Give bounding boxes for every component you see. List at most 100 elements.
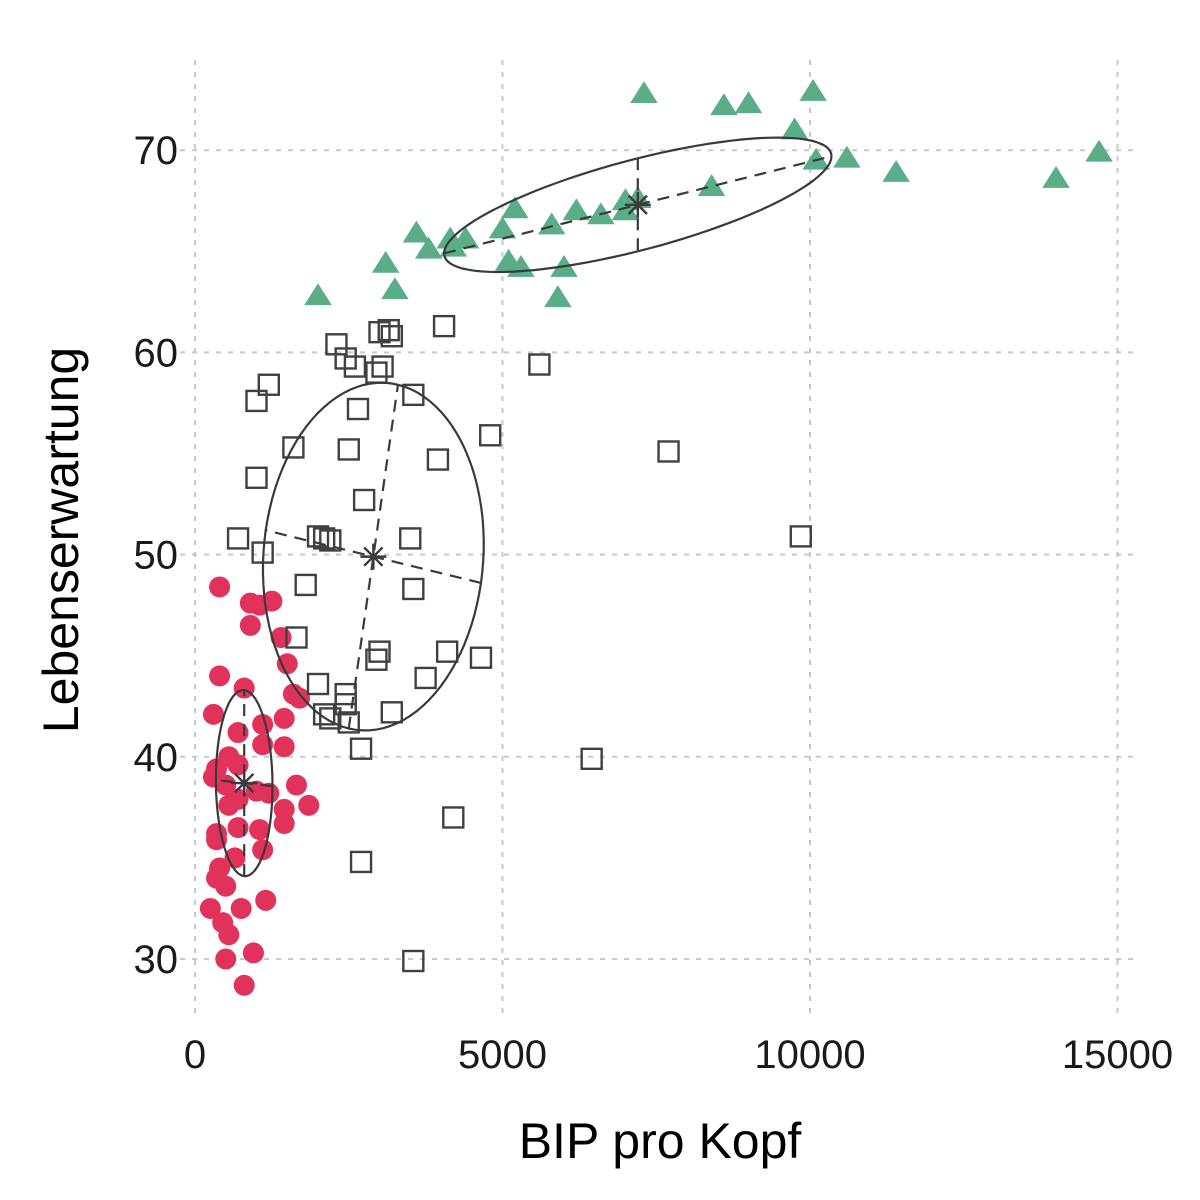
data-point-square xyxy=(368,320,391,344)
data-point-square xyxy=(337,438,360,461)
data-point-square xyxy=(319,529,342,552)
data-point-triangle xyxy=(494,248,523,271)
group-ellipses xyxy=(214,136,833,878)
series-triangle xyxy=(304,79,1113,308)
y-tick-label: 30 xyxy=(134,938,179,982)
data-point-square xyxy=(399,527,422,550)
data-point-triangle xyxy=(611,198,640,221)
data-point-square xyxy=(368,640,391,663)
data-point-circle xyxy=(218,924,240,946)
series-circle xyxy=(199,576,320,996)
data-point-circle xyxy=(252,839,274,861)
ellipse-overlay xyxy=(442,136,833,274)
centroid-stroke xyxy=(363,546,384,567)
data-point-circle xyxy=(209,665,231,687)
data-point-square xyxy=(365,361,388,384)
data-point-circle xyxy=(230,897,252,919)
y-tick-label: 70 xyxy=(134,129,179,173)
data-point-circle xyxy=(239,614,261,636)
data-point-square xyxy=(226,527,250,550)
data-point-triangle xyxy=(488,216,517,239)
data-point-triangle xyxy=(802,147,830,170)
data-point-square xyxy=(528,353,551,376)
data-point-square xyxy=(426,448,450,471)
data-point-triangle xyxy=(414,236,443,259)
x-axis-title: BIP pro Kopf xyxy=(519,1113,802,1169)
data-point-circle xyxy=(227,817,249,839)
ellipse-axis xyxy=(347,384,400,729)
data-point-square xyxy=(319,707,342,730)
data-point-circle xyxy=(249,819,271,841)
data-point-triangle xyxy=(501,196,529,219)
data-point-square xyxy=(414,666,437,690)
x-tick-label: 15000 xyxy=(1062,1033,1173,1077)
y-tick-label: 60 xyxy=(134,331,179,375)
data-point-triangle xyxy=(562,198,591,221)
confidence-ellipse xyxy=(214,688,274,878)
data-point-triangle xyxy=(402,220,431,243)
ellipse-axis xyxy=(443,155,832,255)
data-point-square xyxy=(294,573,317,597)
data-point-square xyxy=(245,389,268,413)
data-point-circle xyxy=(209,576,231,598)
data-point-square xyxy=(380,701,403,724)
x-tick-labels: 0 5000 10000 15000 xyxy=(184,1033,1173,1077)
data-point-triangle xyxy=(734,91,763,114)
data-point-circle xyxy=(215,948,237,970)
data-point-square xyxy=(337,711,360,734)
centroid-marker xyxy=(360,543,387,570)
data-point-circle xyxy=(199,897,221,919)
data-point-square xyxy=(402,949,425,973)
data-point-square xyxy=(346,397,370,421)
data-point-square xyxy=(306,525,330,548)
data-point-triangle xyxy=(882,159,910,182)
series-square xyxy=(226,314,812,973)
data-point-square xyxy=(469,646,493,669)
data-point-circle xyxy=(202,766,224,788)
data-point-square xyxy=(352,488,376,512)
data-point-square xyxy=(334,693,357,716)
data-point-square xyxy=(285,626,308,649)
centroid-stroke xyxy=(627,194,648,215)
data-point-triangle xyxy=(451,226,480,249)
data-point-triangle xyxy=(371,250,400,273)
y-tick-label: 40 xyxy=(134,736,179,780)
data-point-triangle xyxy=(544,285,572,308)
data-point-circle xyxy=(255,889,277,911)
data-point-square xyxy=(365,648,388,671)
data-point-triangle xyxy=(630,81,658,103)
ellipse-overlay xyxy=(261,381,485,732)
data-point-circle xyxy=(273,707,295,729)
data-point-triangle xyxy=(304,283,332,306)
data-point-square xyxy=(306,672,330,696)
data-point-square xyxy=(789,525,812,548)
data-point-square xyxy=(580,747,603,771)
data-point-circle xyxy=(258,782,280,804)
data-point-circle xyxy=(298,794,320,816)
data-point-square xyxy=(371,355,394,378)
data-point-triangle xyxy=(710,93,738,116)
data-point-circle xyxy=(218,794,240,816)
data-point-square xyxy=(380,325,403,348)
y-tick-labels: 30 40 50 60 70 xyxy=(134,129,179,982)
data-point-square xyxy=(479,424,502,447)
x-tick-label: 10000 xyxy=(754,1033,865,1077)
confidence-ellipse xyxy=(261,381,485,732)
data-point-triangle xyxy=(833,145,861,168)
grid-lines xyxy=(180,60,1135,1020)
data-point-triangle xyxy=(439,234,468,257)
data-point-square xyxy=(349,737,373,760)
data-point-square xyxy=(349,850,373,874)
data-point-square xyxy=(402,577,425,601)
data-series xyxy=(199,79,1113,996)
data-point-square xyxy=(312,703,336,726)
x-tick-label: 5000 xyxy=(458,1033,547,1077)
data-point-square xyxy=(657,440,680,463)
data-point-square xyxy=(282,436,305,459)
data-point-circle xyxy=(233,974,255,996)
data-point-square xyxy=(312,527,336,550)
centroid-stroke xyxy=(234,773,255,794)
data-point-triangle xyxy=(697,174,726,196)
data-point-circle xyxy=(227,722,249,744)
